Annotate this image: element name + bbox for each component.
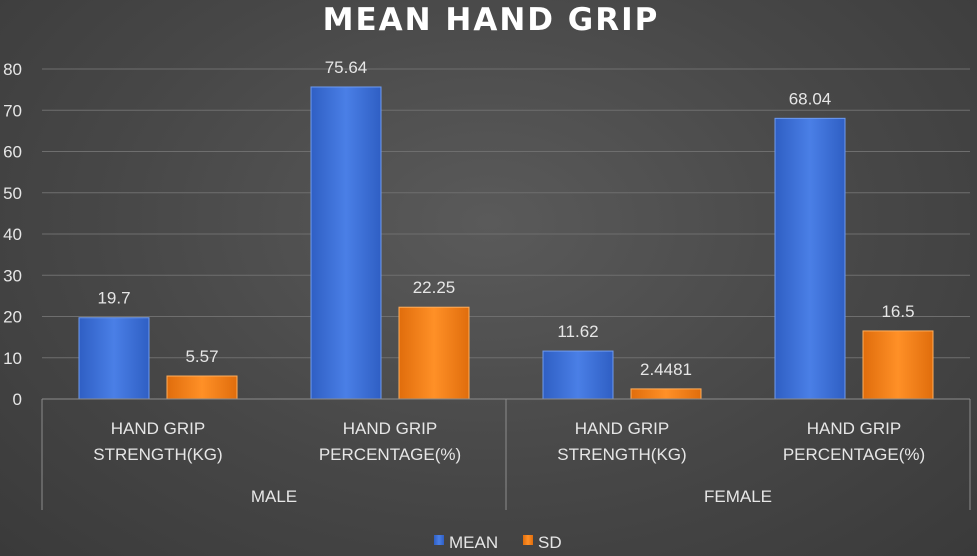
x-category-label: STRENGTH(KG) — [93, 445, 222, 464]
mean-data-label: 75.64 — [325, 58, 368, 77]
mean-bar — [774, 117, 846, 400]
mean-bar — [78, 317, 150, 400]
y-axis-ticks: 0 10 20 30 40 50 60 70 80 — [3, 60, 22, 409]
mean-legend-swatch — [434, 535, 444, 545]
y-tick-label: 50 — [3, 184, 22, 203]
chart-title: MEAN HAND GRIP — [323, 2, 660, 38]
sd-data-label: 5.57 — [185, 347, 218, 366]
y-tick-label: 80 — [3, 60, 22, 79]
sd-data-label: 16.5 — [881, 302, 914, 321]
sd-legend-swatch — [523, 535, 533, 545]
y-tick-label: 60 — [3, 143, 22, 162]
x-group-label: MALE — [251, 487, 297, 506]
sd-legend-label: SD — [538, 533, 562, 552]
x-category-label: HAND GRIP — [575, 419, 669, 438]
mean-data-label: 11.62 — [557, 322, 598, 341]
data-labels: 19.7 5.57 75.64 22.25 11.62 2.4481 68.04 16.5 — [97, 58, 914, 379]
mean-bar — [542, 350, 614, 400]
x-category-label: STRENGTH(KG) — [557, 445, 686, 464]
mean-data-label: 19.7 — [97, 289, 130, 308]
y-tick-label: 40 — [3, 225, 22, 244]
y-tick-label: 0 — [13, 390, 22, 409]
mean-data-label: 68.04 — [789, 89, 832, 108]
mean-legend-label: MEAN — [449, 533, 498, 552]
y-tick-label: 30 — [3, 266, 22, 285]
sd-bar — [862, 330, 934, 400]
x-axis: HAND GRIP STRENGTH(KG) HAND GRIP PERCENTAGE… — [41, 398, 971, 510]
sd-data-label: 2.4481 — [640, 360, 692, 379]
sd-bar — [398, 306, 470, 400]
x-category-label: PERCENTAGE(%) — [319, 445, 461, 464]
x-category-label: HAND GRIP — [343, 419, 437, 438]
x-category-label: PERCENTAGE(%) — [783, 445, 925, 464]
gridlines — [42, 68, 970, 359]
sd-bar — [166, 375, 238, 400]
sd-bar — [630, 388, 702, 400]
y-tick-label: 10 — [3, 349, 22, 368]
x-category-label: HAND GRIP — [807, 419, 901, 438]
bars — [78, 86, 934, 400]
x-group-label: FEMALE — [704, 487, 772, 506]
legend: MEAN SD — [434, 533, 562, 552]
y-tick-label: 20 — [3, 308, 22, 327]
sd-data-label: 22.25 — [413, 278, 456, 297]
x-category-label: HAND GRIP — [111, 419, 205, 438]
y-tick-label: 70 — [3, 101, 22, 120]
mean-bar — [310, 86, 382, 400]
